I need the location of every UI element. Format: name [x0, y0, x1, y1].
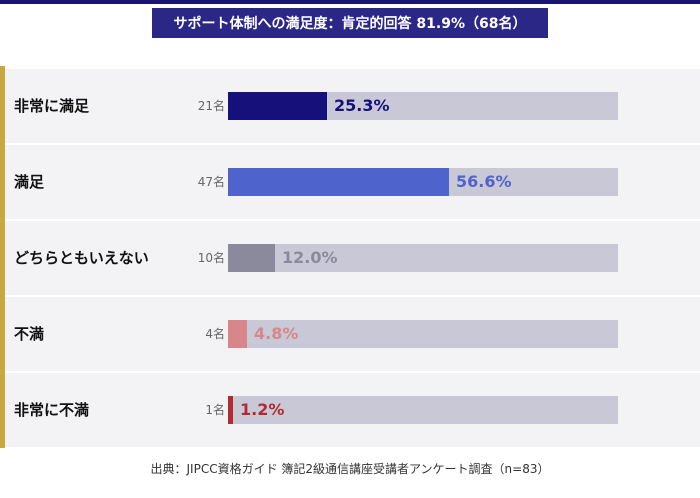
source-note: 出典：JIPCC資格ガイド 簿記2級通信講座受講者アンケート調査（n=83）: [150, 462, 550, 476]
bar-track: 56.6%: [228, 168, 618, 196]
top-rule: [0, 0, 700, 4]
value-label: 1.2%: [240, 400, 285, 419]
chart-title: サポート体制への満足度：肯定的回答 81.9%（68名）: [152, 8, 548, 38]
value-label: 4.8%: [254, 324, 299, 343]
value-label: 12.0%: [282, 248, 338, 267]
bar-fill: [228, 244, 275, 272]
bar-row: 非常に満足 21名 25.3%: [5, 69, 700, 143]
bar-row: 満足 47名 56.6%: [5, 145, 700, 219]
bar-track: 12.0%: [228, 244, 618, 272]
count-label: 4名: [205, 327, 225, 341]
bar-track: 1.2%: [228, 396, 618, 424]
bar-fill: [228, 320, 247, 348]
count-label: 47名: [197, 175, 225, 189]
bar-row: 不満 4名 4.8%: [5, 297, 700, 371]
count-label: 21名: [197, 99, 225, 113]
category-label: 不満: [14, 325, 45, 343]
bar-fill: [228, 396, 233, 424]
bar-track: 4.8%: [228, 320, 618, 348]
category-label: どちらともいえない: [14, 249, 149, 267]
value-label: 56.6%: [456, 172, 512, 191]
category-label: 非常に満足: [14, 97, 90, 115]
accent-line: [0, 66, 5, 448]
count-label: 10名: [197, 251, 225, 265]
category-label: 非常に不満: [14, 401, 90, 419]
bar-track: 25.3%: [228, 92, 618, 120]
bar-fill: [228, 92, 327, 120]
bar-row: どちらともいえない 10名 12.0%: [5, 221, 700, 295]
category-label: 満足: [14, 173, 45, 191]
bar-fill: [228, 168, 449, 196]
count-label: 1名: [205, 403, 225, 417]
bar-row: 非常に不満 1名 1.2%: [5, 373, 700, 447]
value-label: 25.3%: [334, 96, 390, 115]
